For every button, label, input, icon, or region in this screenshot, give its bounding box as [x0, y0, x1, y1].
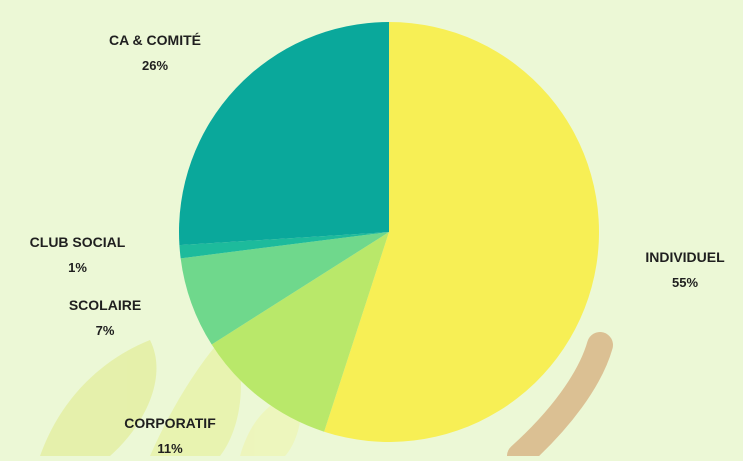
- slice-label-value: 26%: [141, 57, 169, 73]
- background-hand-illustration: [507, 332, 613, 456]
- pie-slice-individuel: [324, 22, 599, 442]
- leaf-shape: [40, 340, 157, 456]
- pie-slice-ca-comit: [179, 22, 389, 246]
- hand-finger-shape: [507, 332, 613, 456]
- slice-label-name: INDIVIDUEL: [645, 249, 725, 265]
- pie-slices: [179, 22, 599, 442]
- pie-slice-corporatif: [211, 232, 389, 432]
- slice-label-club-social: CLUB SOCIAL 1%: [0, 229, 155, 280]
- slice-label-ca-comit: CA & COMITÉ 26%: [70, 27, 240, 78]
- slice-label-value: 7%: [95, 322, 115, 338]
- slice-label-name: SCOLAIRE: [68, 297, 142, 313]
- slice-label-value: 11%: [157, 440, 183, 456]
- pie-slice-club-social: [179, 232, 389, 259]
- slice-label-name: CA & COMITÉ: [108, 32, 202, 48]
- leaf-shape-2: [150, 330, 241, 456]
- slice-label-value: 1%: [68, 259, 87, 275]
- pie-slice-scolaire: [180, 232, 389, 345]
- slice-label-value: 55%: [671, 274, 699, 290]
- slice-label-individuel: INDIVIDUEL 55%: [610, 244, 743, 295]
- slice-label-name: CLUB SOCIAL: [29, 234, 126, 250]
- slice-label-scolaire: SCOLAIRE 7%: [30, 292, 180, 343]
- slice-label-name: CORPORATIF: [124, 415, 216, 431]
- slice-label-corporatif: CORPORATIF 11%: [95, 410, 245, 461]
